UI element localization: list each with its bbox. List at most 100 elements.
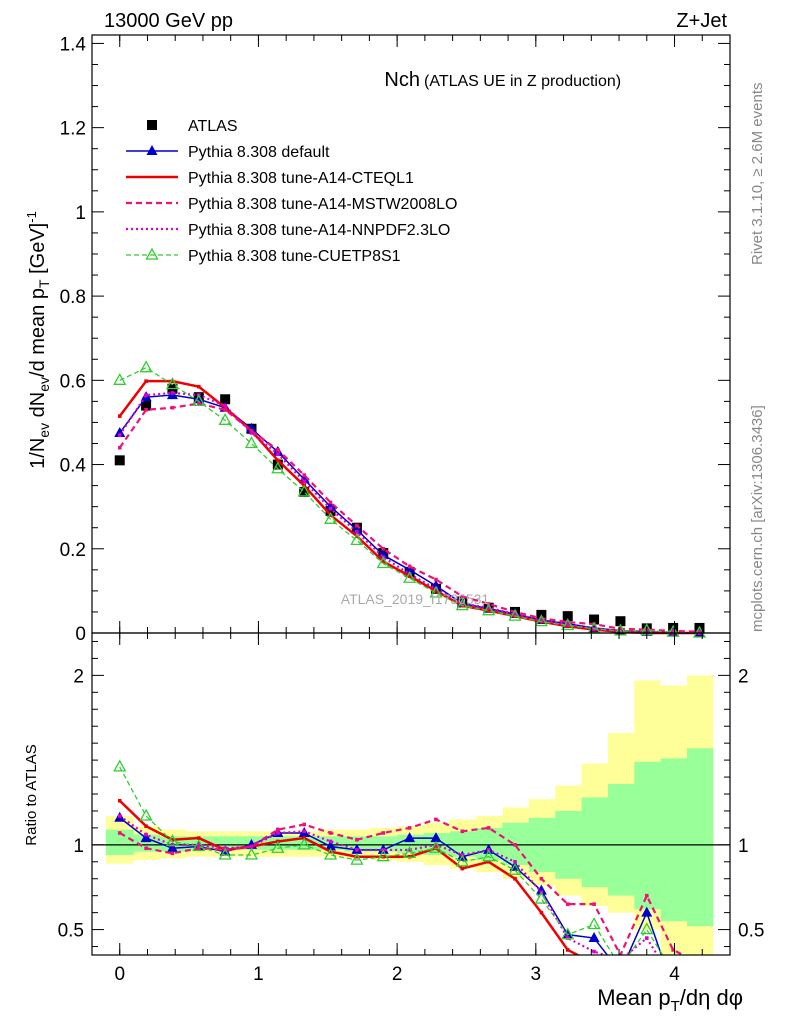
- ratio-series-2-point-22: [698, 962, 702, 966]
- main-series-5-point-8: [323, 511, 338, 524]
- main-series-5-line: [119, 366, 700, 634]
- main-series-3-point-17: [565, 620, 570, 624]
- ratio-series-0-point-20: [641, 906, 653, 917]
- ratio-series-2-point-12: [434, 817, 438, 822]
- ratio-series-3-point-20: [644, 936, 649, 940]
- legend-label-0: ATLAS: [188, 118, 238, 135]
- ratio-series-1-point-17: [565, 948, 570, 952]
- ratio-series-4-point-18: [587, 917, 601, 930]
- main-series-2-point-14: [486, 608, 491, 613]
- main-series-3-point-7: [302, 473, 307, 477]
- ratio-series-0-point-1: [140, 832, 152, 843]
- ratio-series-2-point-7: [302, 822, 307, 827]
- main-series-5-point-0: [113, 372, 127, 385]
- ratio-series-1-point-9: [355, 854, 359, 859]
- main-series-2-point-11: [407, 574, 412, 578]
- ratio-series-3-point-22: [698, 979, 702, 983]
- main-series-2-point-12: [434, 589, 438, 593]
- ratio-series-1-point-3: [196, 836, 201, 840]
- legend-marker-1: [146, 145, 158, 155]
- ratio-series-4-point-1: [139, 808, 153, 821]
- ratio-series-3-point-11: [407, 848, 412, 852]
- main-series-5-point-5: [244, 436, 259, 449]
- ratio-series-2-point-15: [513, 843, 517, 847]
- main-series-3-line: [118, 402, 700, 633]
- main-ytick-label-2: 0.4: [60, 456, 87, 477]
- ratio-series-4-point-12: [429, 840, 443, 853]
- main-series-5-point-1: [139, 360, 153, 373]
- main-series-1-point-7: [298, 473, 310, 484]
- main-ytick-label-3: 0.6: [60, 371, 86, 392]
- main-series-4-point-8: [328, 506, 333, 511]
- ratio-series-2-point-16: [539, 876, 544, 881]
- ratio-series-2-point-8: [328, 831, 333, 835]
- main-series-5-point-9: [350, 533, 364, 546]
- ratio-series-3-point-7: [302, 829, 307, 834]
- main-series-5-point-11: [403, 570, 417, 583]
- main-series-0-point-18: [589, 614, 600, 625]
- main-series-2-point-2: [170, 379, 175, 383]
- legend-marker-0: [147, 120, 157, 130]
- main-axes: 0 0.2 0.4 0.6 0.8 1 1.2 1.4: [60, 34, 731, 645]
- main-series-5-point-3: [192, 394, 206, 407]
- main-series-4-point-0: [117, 433, 122, 437]
- legend-label-4: Pythia 8.308 tune-A14-NNPDF2.3LO: [188, 222, 450, 239]
- ratio-series-4-point-11: [403, 845, 417, 858]
- ratio-ytick-label-0: 0.5: [58, 921, 84, 942]
- plot-title: Nch: [384, 69, 420, 91]
- ratio-series-2-point-13: [460, 829, 465, 834]
- ratio-ytick-label-right-0: 0.5: [738, 921, 764, 942]
- main-series-1-point-8: [325, 500, 337, 511]
- ratio-series-4-point-13: [455, 854, 469, 867]
- ratio-series-1-point-19: [619, 979, 623, 983]
- main-series-3-point-16: [539, 616, 544, 621]
- ratio-series-2-point-18: [592, 902, 596, 906]
- legend-label-5: Pythia 8.308 tune-CUETP8S1: [188, 248, 401, 265]
- ratio-series-2-point-6: [276, 827, 280, 832]
- main-series-0-point-8: [325, 505, 336, 516]
- ratio-series-4-point-0: [113, 759, 127, 772]
- main-series-3-point-10: [381, 546, 386, 551]
- main-series-5-point-19: [613, 623, 628, 636]
- main-series-3-point-15: [513, 610, 517, 614]
- ratio-uncertainty-bands: [92, 675, 730, 955]
- main-series-3-point-1: [144, 408, 148, 412]
- ratio-series-3-point-1: [144, 832, 148, 837]
- ratio-panel: 0.5 0.5 1 1 2 2 0 1 2 3 4 Ratio to ATLAS Mean pT/d…: [23, 632, 764, 1015]
- legend-label-1: Pythia 8.308 default: [188, 144, 330, 161]
- plot-subtitle: (ATLAS UE in Z production): [424, 73, 621, 90]
- ratio-series-4-point-7: [297, 837, 311, 850]
- main-series-3-point-2: [170, 405, 175, 410]
- ratio-series-2-point-19: [618, 953, 623, 955]
- ratio-series-0-point-16: [535, 884, 547, 895]
- ratio-series-2-point-20: [644, 893, 649, 898]
- main-series-0-point-1: [141, 400, 152, 411]
- main-ytick-label-1: 0.2: [60, 540, 86, 561]
- main-series-5-point-16: [534, 614, 548, 627]
- main-series-5-point-10: [376, 556, 390, 569]
- legend-label-2: Pythia 8.308 tune-A14-CTEQL1: [188, 170, 414, 187]
- ratio-ytick-label-right-2: 2: [738, 666, 749, 687]
- ratio-series-layer: [113, 759, 702, 983]
- main-series-5-point-4: [218, 412, 232, 425]
- ratio-series-1-point-2: [170, 837, 175, 842]
- main-series-4-point-16: [539, 618, 544, 623]
- main-ytick-label-0: 0: [75, 624, 86, 645]
- main-series-1-point-5: [246, 422, 257, 433]
- ratio-ytick-label-1: 1: [73, 836, 84, 857]
- main-series-4-point-4: [223, 403, 227, 408]
- main-series-1-point-0: [114, 426, 126, 437]
- main-series-4-point-7: [302, 479, 307, 484]
- main-series-3-point-19: [618, 626, 623, 631]
- ratio-series-3-point-6: [276, 831, 280, 835]
- main-series-4-point-11: [407, 572, 412, 576]
- ratio-xtick-label-4: 4: [669, 964, 680, 985]
- ratio-series-2-point-21: [671, 948, 675, 952]
- header-process-label: Z+Jet: [676, 10, 727, 32]
- ratio-series-4-point-15: [508, 862, 522, 875]
- main-series-5-point-6: [271, 461, 285, 474]
- ratio-series-2-point-2: [170, 851, 175, 856]
- main-series-4-point-5: [249, 431, 254, 435]
- ratio-series-3-point-8: [328, 839, 333, 844]
